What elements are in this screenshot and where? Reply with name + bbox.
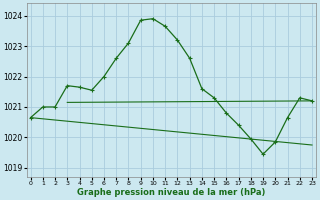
X-axis label: Graphe pression niveau de la mer (hPa): Graphe pression niveau de la mer (hPa)	[77, 188, 266, 197]
